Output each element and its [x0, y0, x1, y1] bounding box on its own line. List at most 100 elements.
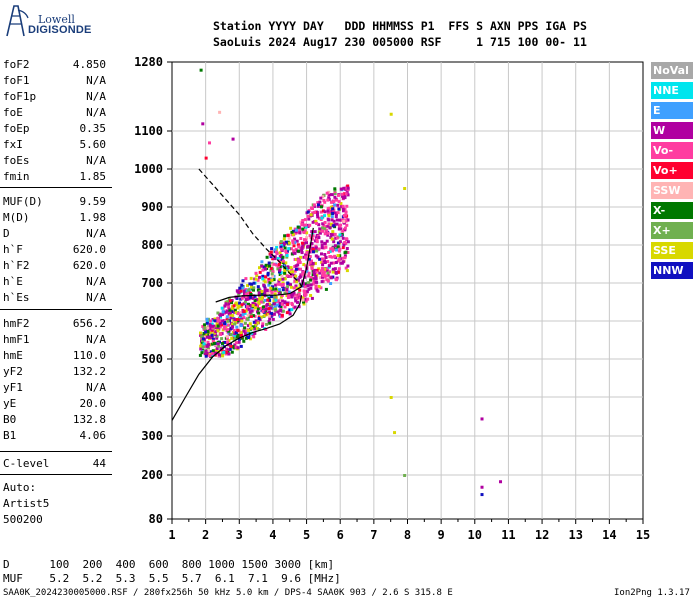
echo-point	[292, 293, 296, 297]
echo-point	[224, 352, 228, 356]
echo-point	[337, 207, 341, 211]
echo-point	[241, 279, 245, 283]
echo-point	[279, 240, 283, 244]
echo-point	[230, 307, 234, 311]
echo-point	[333, 203, 337, 207]
echo-point	[269, 266, 273, 270]
echo-point	[279, 305, 283, 309]
echo-point	[305, 251, 309, 254]
echo-point	[278, 270, 281, 274]
echo-point	[205, 351, 209, 355]
echo-point	[323, 221, 327, 224]
file-info: SAA0K_2024230005000.RSF / 280fx256h 50 k…	[3, 588, 453, 598]
echo-point	[271, 285, 274, 289]
y-tick-label: 400	[141, 390, 163, 404]
echo-point	[314, 274, 318, 278]
param-name: B1	[3, 429, 17, 442]
echo-point	[302, 302, 306, 306]
echo-point	[330, 209, 334, 213]
echo-point	[320, 205, 323, 209]
echo-point	[236, 303, 240, 307]
echo-point	[227, 352, 231, 356]
echo-point	[290, 268, 294, 271]
echo-point	[268, 321, 272, 325]
echo-point	[286, 281, 290, 285]
echo-point	[301, 272, 305, 276]
echo-point	[293, 279, 297, 283]
echo-point	[320, 216, 324, 220]
echo-point	[263, 298, 267, 302]
echo-point	[206, 326, 210, 330]
echo-points	[198, 68, 503, 497]
echo-point	[332, 219, 336, 223]
echo-point	[344, 266, 348, 270]
echo-point	[267, 320, 271, 323]
echo-point	[287, 241, 291, 245]
echo-point	[205, 317, 209, 321]
echo-point	[259, 300, 263, 304]
echo-point	[236, 346, 240, 350]
echo-point	[335, 222, 339, 226]
echo-point	[229, 344, 233, 348]
echo-point	[323, 259, 326, 263]
echo-point	[247, 288, 251, 292]
echo-point	[326, 260, 330, 263]
echo-point	[260, 298, 263, 301]
echo-point	[225, 335, 229, 339]
echo-point	[233, 318, 237, 322]
echo-point	[249, 293, 253, 296]
echo-point	[227, 343, 231, 347]
echo-point	[330, 246, 334, 250]
echo-point	[265, 255, 269, 259]
param-name: hmE	[3, 349, 23, 362]
echo-point	[310, 230, 314, 234]
echo-point	[286, 293, 290, 297]
echo-point	[282, 237, 286, 241]
echo-point	[201, 325, 205, 328]
echo-point	[290, 285, 293, 289]
echo-point	[269, 286, 273, 290]
echo-point	[266, 298, 270, 302]
echo-point	[320, 243, 324, 247]
echo-point	[277, 291, 281, 295]
echo-point	[333, 232, 337, 236]
echo-point	[259, 292, 263, 296]
auto-artist: Artist5	[3, 497, 50, 510]
echo-point	[480, 493, 484, 497]
echo-point	[322, 246, 326, 250]
echo-point	[204, 156, 208, 160]
echo-point	[260, 264, 264, 268]
echo-point	[256, 285, 260, 289]
echo-point	[277, 304, 281, 308]
echo-point	[343, 256, 347, 260]
echo-point	[256, 278, 260, 282]
echo-point	[302, 241, 306, 245]
echo-point	[258, 275, 261, 279]
param-value: 1.85	[79, 170, 107, 183]
echo-point	[279, 295, 283, 299]
echo-point	[216, 311, 220, 315]
echo-point	[306, 210, 310, 214]
echo-point	[286, 296, 290, 299]
echo-point	[324, 245, 328, 249]
echo-point	[324, 287, 328, 291]
echo-point	[281, 259, 285, 263]
echo-point	[230, 299, 234, 302]
echo-point	[228, 311, 232, 315]
param-value: 44	[92, 457, 106, 470]
echo-point	[283, 246, 287, 250]
echo-point	[284, 249, 288, 253]
param-value: N/A	[86, 275, 106, 288]
echo-point	[263, 286, 267, 290]
echo-point	[204, 332, 208, 336]
echo-point	[304, 264, 308, 268]
echo-point	[242, 302, 246, 306]
param-name: foEs	[3, 154, 30, 167]
x-tick-label: 14	[602, 528, 616, 542]
echo-point	[290, 303, 294, 307]
echo-point	[246, 324, 250, 328]
echo-point	[273, 305, 277, 309]
echo-point	[346, 240, 350, 244]
echo-point	[220, 348, 224, 352]
echo-point	[221, 313, 225, 316]
